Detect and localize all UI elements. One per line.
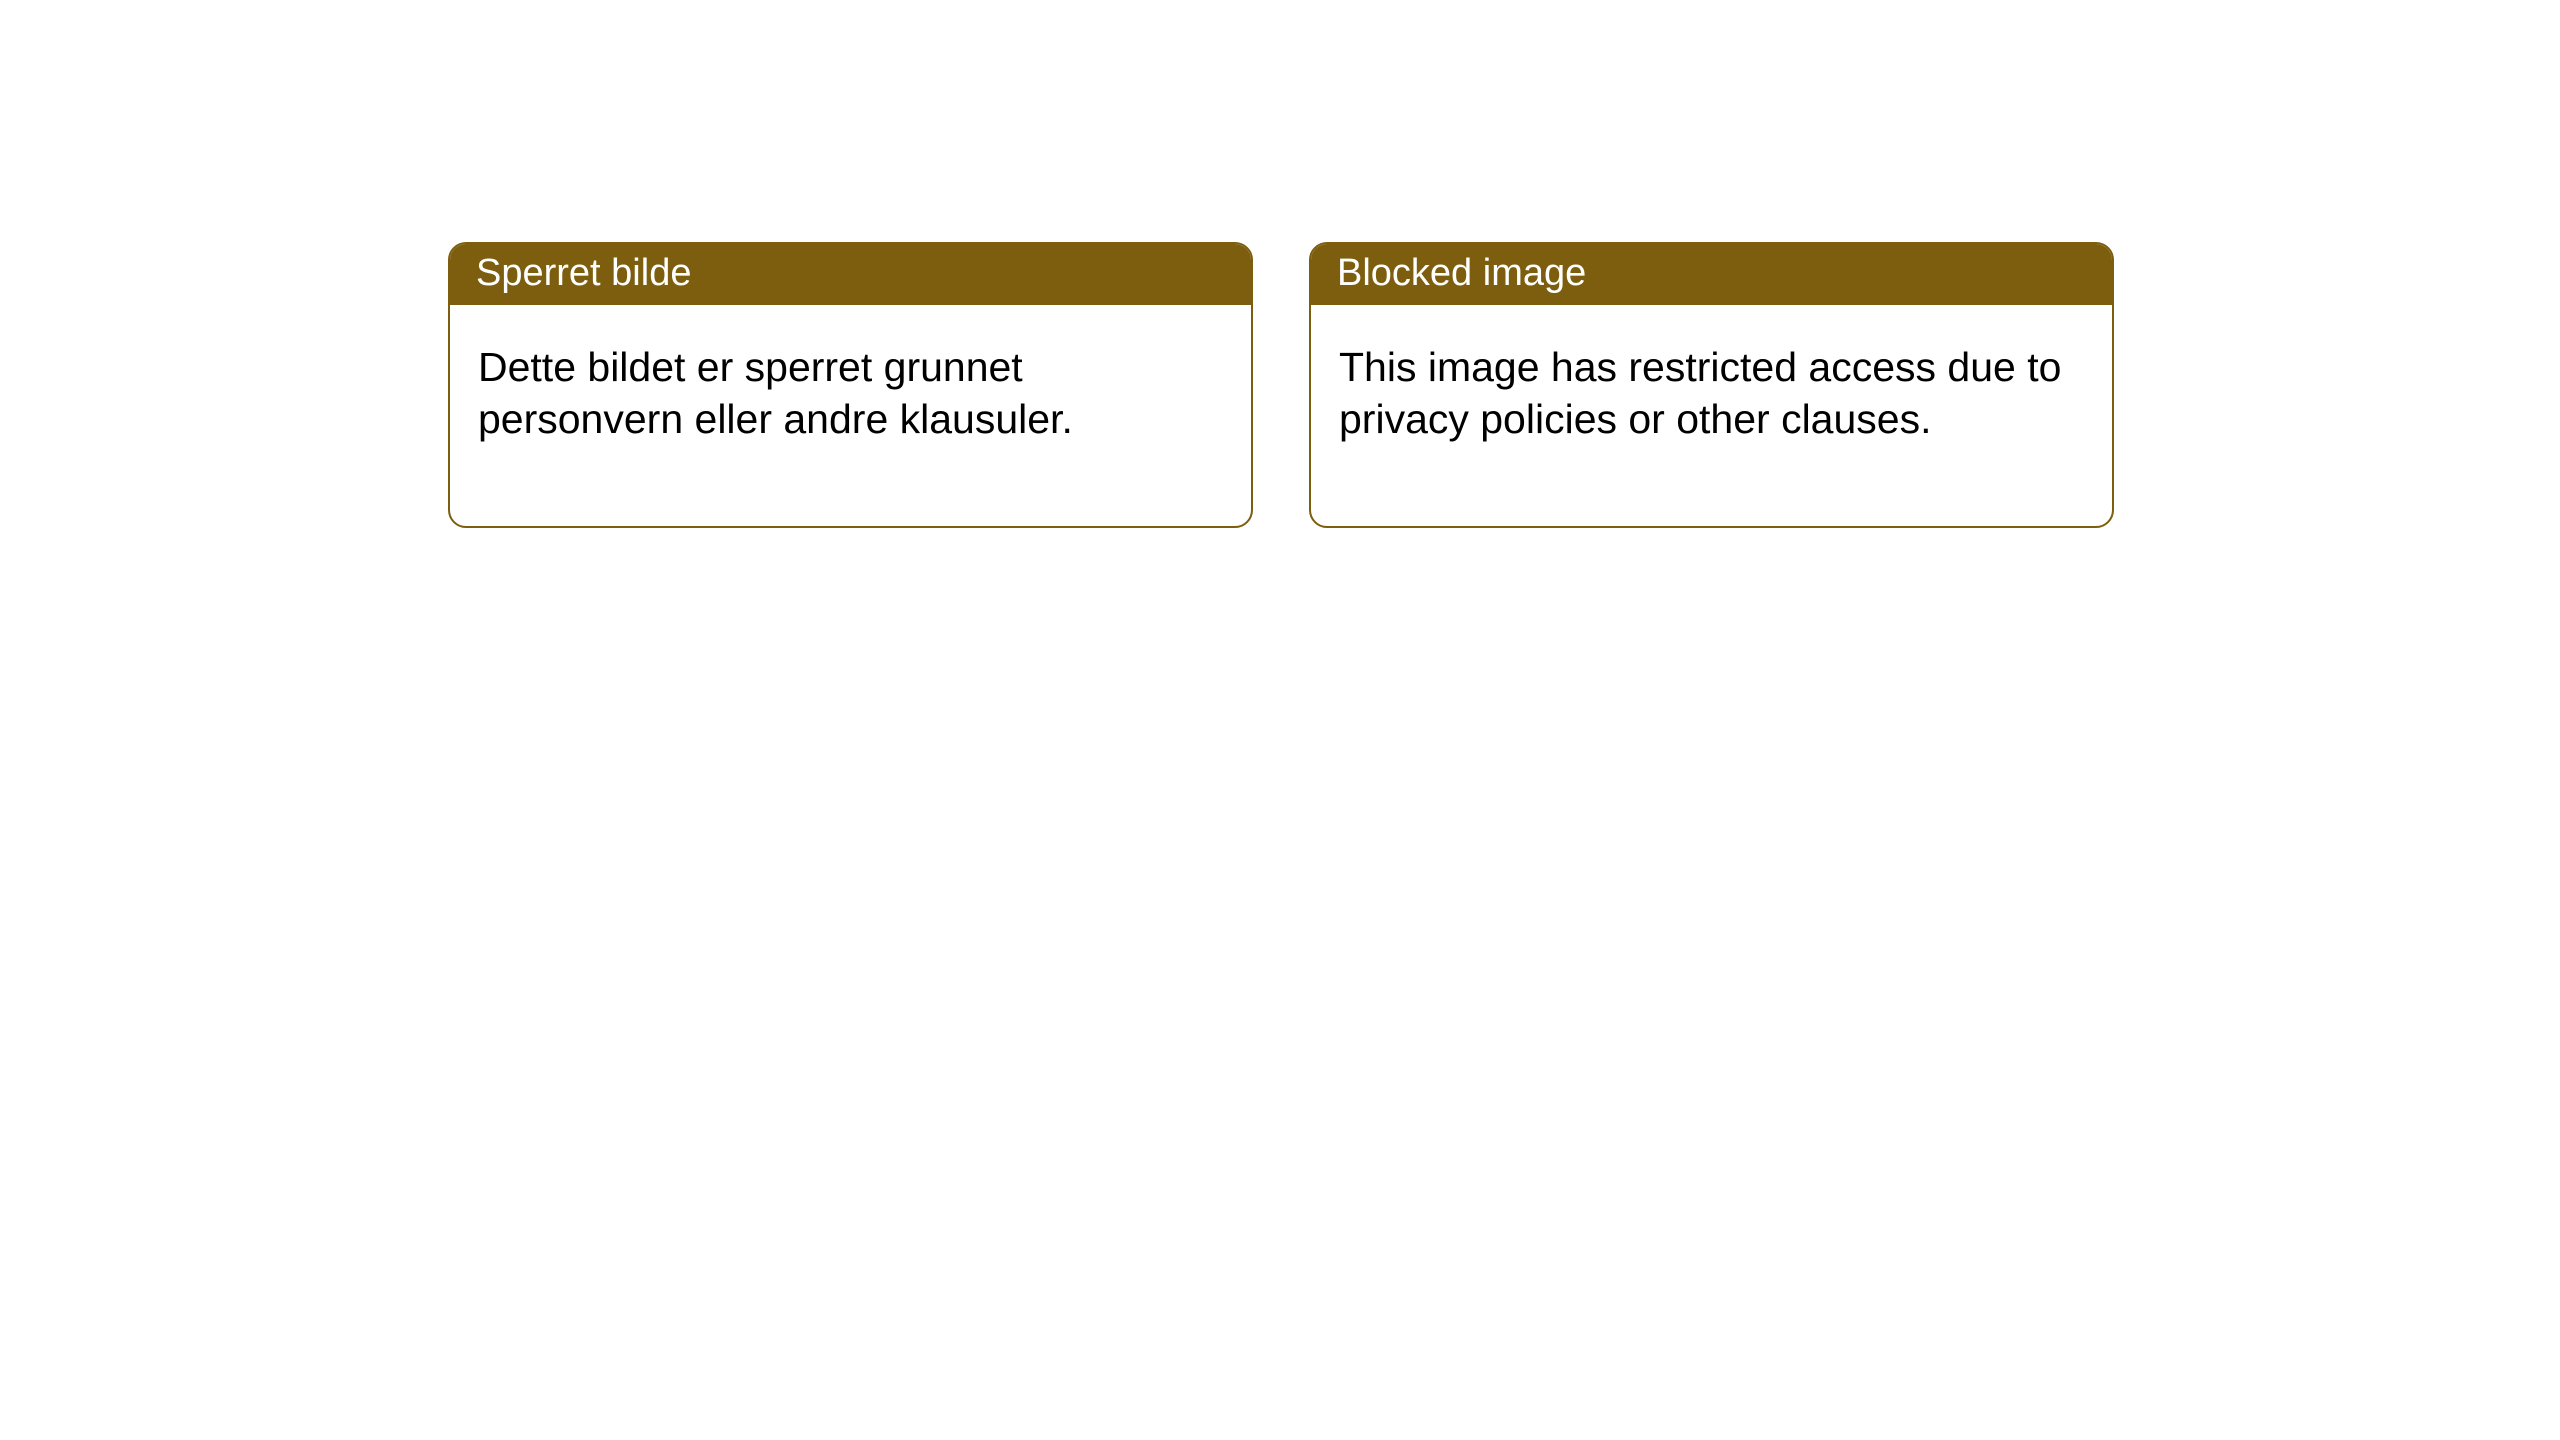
notice-container: Sperret bilde Dette bildet er sperret gr… bbox=[0, 0, 2560, 528]
card-title-no: Sperret bilde bbox=[476, 252, 691, 294]
blocked-image-card-en: Blocked image This image has restricted … bbox=[1309, 242, 2114, 528]
card-message-no: Dette bildet er sperret grunnet personve… bbox=[478, 344, 1073, 442]
card-header-no: Sperret bilde bbox=[450, 244, 1251, 305]
card-header-en: Blocked image bbox=[1311, 244, 2112, 305]
card-title-en: Blocked image bbox=[1337, 252, 1586, 294]
blocked-image-card-no: Sperret bilde Dette bildet er sperret gr… bbox=[448, 242, 1253, 528]
card-message-en: This image has restricted access due to … bbox=[1339, 344, 2061, 442]
card-body-no: Dette bildet er sperret grunnet personve… bbox=[450, 305, 1251, 526]
card-body-en: This image has restricted access due to … bbox=[1311, 305, 2112, 526]
